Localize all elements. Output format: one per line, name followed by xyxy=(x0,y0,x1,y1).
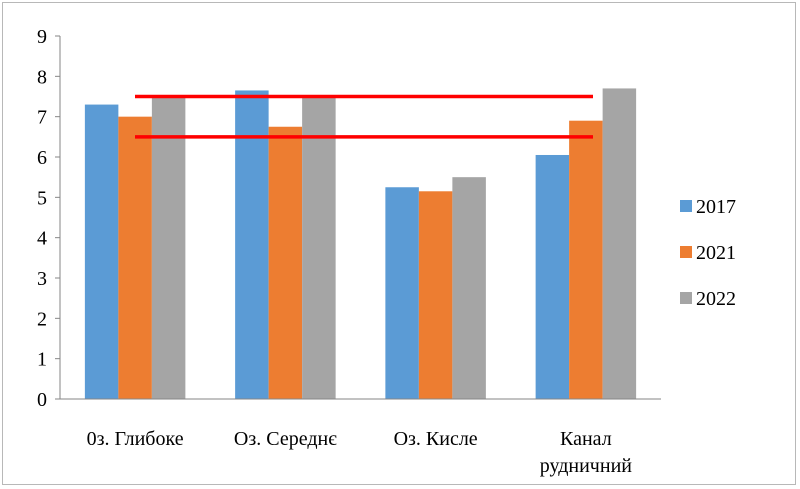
legend-label-2017: 2017 xyxy=(696,196,736,218)
x-tick-label: 0з. Глибоке xyxy=(87,428,184,450)
y-tick-label: 1 xyxy=(37,349,47,371)
y-tick-label: 7 xyxy=(37,107,47,129)
bar-2021 xyxy=(569,120,603,399)
x-axis: 0з. Глибоке Оз. Середнє Оз. Кисле Канал рудн… xyxy=(60,398,661,477)
legend-swatch-2017 xyxy=(680,200,692,212)
x-tick-label: Оз. Середнє xyxy=(234,428,337,450)
bar-chart: 0 1 2 3 4 5 6 7 8 9 0з. Глибоке Оз. Середнє Оз. Кис… xyxy=(37,26,736,477)
bar-2017 xyxy=(385,187,419,399)
reference-lines xyxy=(135,94,593,139)
bars xyxy=(84,88,637,400)
bar-2021 xyxy=(268,126,303,399)
y-tick-label: 5 xyxy=(37,187,47,209)
y-tick-label: 8 xyxy=(37,66,47,88)
y-axis: 0 1 2 3 4 5 6 7 8 9 xyxy=(37,26,61,411)
y-tick-label: 6 xyxy=(37,147,47,169)
x-tick-label: Канал xyxy=(560,428,612,450)
bar-2017 xyxy=(535,154,570,399)
legend-label-2021: 2021 xyxy=(696,242,736,264)
bar-2022 xyxy=(151,96,186,399)
bar-2021 xyxy=(418,191,453,399)
legend-label-2022: 2022 xyxy=(696,288,736,310)
bar-2017 xyxy=(235,90,269,399)
x-tick-label: Оз. Кисле xyxy=(394,428,478,450)
y-tick-label: 2 xyxy=(37,308,47,330)
legend: 2017 2021 2022 xyxy=(680,196,736,310)
bar-2017 xyxy=(84,104,119,400)
legend-swatch-2022 xyxy=(680,292,692,304)
bar-2022 xyxy=(452,177,486,399)
y-tick-label: 0 xyxy=(37,389,47,411)
bar-2022 xyxy=(302,96,336,399)
y-tick-label: 4 xyxy=(37,228,47,250)
bar-2021 xyxy=(118,116,152,400)
y-tick-label: 3 xyxy=(37,268,47,290)
bar-2022 xyxy=(602,88,637,399)
x-tick-label: рудничний xyxy=(540,455,633,477)
y-tick-label: 9 xyxy=(37,26,47,48)
legend-swatch-2021 xyxy=(680,246,692,258)
